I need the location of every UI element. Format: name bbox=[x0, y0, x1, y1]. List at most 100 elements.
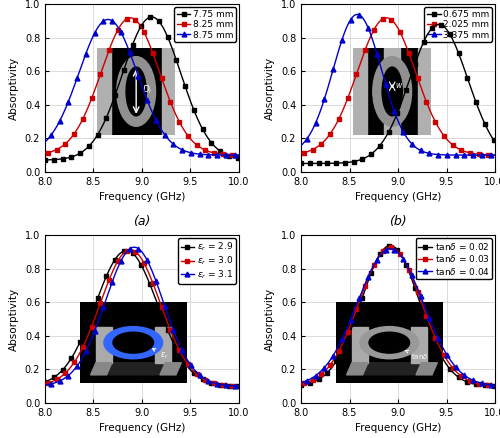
$\varepsilon_r$ = 2.9 bbox=[164, 327, 170, 332]
8.25 mm bbox=[184, 131, 190, 136]
Line: tan$\delta$ = 0.03: tan$\delta$ = 0.03 bbox=[298, 245, 498, 388]
7.75 mm bbox=[42, 157, 48, 162]
$\varepsilon_r$ = 3.1 bbox=[66, 373, 71, 378]
tan$\delta$ = 0.03 bbox=[375, 255, 381, 261]
Line: 0.675 mm: 0.675 mm bbox=[298, 22, 498, 166]
0.675 mm bbox=[440, 23, 446, 28]
2.025 mm bbox=[375, 21, 381, 26]
7.75 mm bbox=[148, 14, 154, 20]
3.375 mm bbox=[362, 18, 368, 24]
$\varepsilon_r$ = 3.1 bbox=[132, 244, 138, 250]
2.025 mm bbox=[361, 49, 367, 55]
tan$\delta$ = 0.02 bbox=[440, 356, 446, 361]
$\varepsilon_r$ = 3.0 bbox=[184, 360, 190, 365]
2.025 mm bbox=[440, 131, 446, 136]
7.75 mm bbox=[105, 111, 111, 116]
8.25 mm bbox=[182, 130, 188, 135]
tan$\delta$ = 0.02 bbox=[492, 383, 498, 389]
2.025 mm bbox=[492, 152, 498, 158]
0.675 mm bbox=[438, 22, 444, 28]
tan$\delta$ = 0.02 bbox=[361, 290, 367, 295]
8.75 mm bbox=[42, 139, 48, 145]
tan$\delta$ = 0.04 bbox=[322, 365, 328, 370]
Y-axis label: Absorptivity: Absorptivity bbox=[265, 288, 275, 351]
tan$\delta$ = 0.02 bbox=[388, 243, 394, 248]
Legend: tan$\delta$ = 0.02, tan$\delta$ = 0.03, tan$\delta$ = 0.04: tan$\delta$ = 0.02, tan$\delta$ = 0.03, … bbox=[416, 238, 492, 279]
X-axis label: Frequency (GHz): Frequency (GHz) bbox=[99, 192, 185, 202]
tan$\delta$ = 0.02 bbox=[420, 311, 426, 316]
$\varepsilon_r$ = 3.1 bbox=[184, 356, 190, 361]
Line: 8.25 mm: 8.25 mm bbox=[42, 15, 241, 157]
3.375 mm bbox=[492, 152, 498, 158]
8.25 mm bbox=[164, 92, 170, 97]
Legend: 0.675 mm, 2.025 mm, 3.375 mm: 0.675 mm, 2.025 mm, 3.375 mm bbox=[424, 7, 492, 42]
tan$\delta$ = 0.02 bbox=[298, 382, 304, 388]
0.675 mm bbox=[322, 161, 328, 166]
3.375 mm bbox=[376, 56, 382, 61]
$\varepsilon_r$ = 2.9 bbox=[182, 361, 188, 367]
Y-axis label: Absorptivity: Absorptivity bbox=[9, 57, 19, 120]
X-axis label: Frequency (GHz): Frequency (GHz) bbox=[99, 424, 185, 433]
$\varepsilon_r$ = 2.9 bbox=[105, 269, 111, 275]
8.25 mm bbox=[66, 138, 71, 144]
tan$\delta$ = 0.03 bbox=[440, 350, 446, 355]
8.75 mm bbox=[105, 17, 111, 22]
2.025 mm bbox=[384, 15, 390, 21]
0.675 mm bbox=[492, 139, 498, 145]
7.75 mm bbox=[236, 156, 242, 161]
tan$\delta$ = 0.02 bbox=[438, 354, 444, 359]
0.675 mm bbox=[420, 41, 426, 46]
$\varepsilon_r$ = 3.1 bbox=[105, 290, 111, 296]
tan$\delta$ = 0.04 bbox=[388, 246, 394, 251]
tan$\delta$ = 0.04 bbox=[375, 256, 381, 261]
$\varepsilon_r$ = 3.1 bbox=[164, 311, 170, 317]
3.375 mm bbox=[354, 12, 360, 17]
7.75 mm bbox=[182, 85, 188, 90]
0.675 mm bbox=[375, 145, 381, 151]
Text: (a): (a) bbox=[134, 215, 150, 228]
$\varepsilon_r$ = 3.0 bbox=[42, 381, 48, 386]
Y-axis label: Absorptivity: Absorptivity bbox=[9, 288, 19, 351]
$\varepsilon_r$ = 2.9 bbox=[119, 250, 125, 255]
Y-axis label: Absorptivity: Absorptivity bbox=[265, 57, 275, 120]
Line: $\varepsilon_r$ = 3.1: $\varepsilon_r$ = 3.1 bbox=[42, 245, 241, 389]
Line: $\varepsilon_r$ = 3.0: $\varepsilon_r$ = 3.0 bbox=[42, 247, 241, 389]
tan$\delta$ = 0.03 bbox=[420, 305, 426, 311]
tan$\delta$ = 0.04 bbox=[440, 344, 446, 350]
7.75 mm bbox=[66, 155, 71, 160]
Line: 8.75 mm: 8.75 mm bbox=[42, 17, 241, 158]
3.375 mm bbox=[322, 96, 328, 102]
Line: 3.375 mm: 3.375 mm bbox=[298, 12, 498, 158]
3.375 mm bbox=[440, 152, 446, 157]
tan$\delta$ = 0.02 bbox=[375, 255, 381, 261]
2.025 mm bbox=[298, 151, 304, 156]
$\varepsilon_r$ = 2.9 bbox=[236, 383, 242, 389]
$\varepsilon_r$ = 3.0 bbox=[236, 383, 242, 389]
$\varepsilon_r$ = 3.0 bbox=[66, 367, 71, 373]
$\varepsilon_r$ = 3.0 bbox=[119, 252, 125, 258]
8.25 mm bbox=[105, 49, 111, 55]
8.25 mm bbox=[42, 151, 48, 156]
tan$\delta$ = 0.02 bbox=[322, 373, 328, 378]
$\varepsilon_r$ = 2.9 bbox=[42, 379, 48, 385]
8.25 mm bbox=[128, 15, 134, 21]
Text: (b): (b) bbox=[389, 215, 407, 228]
Legend: $\varepsilon_r$ = 2.9, $\varepsilon_r$ = 3.0, $\varepsilon_r$ = 3.1: $\varepsilon_r$ = 2.9, $\varepsilon_r$ =… bbox=[178, 238, 236, 284]
8.75 mm bbox=[236, 152, 242, 158]
2.025 mm bbox=[322, 138, 328, 144]
3.375 mm bbox=[438, 152, 444, 157]
$\varepsilon_r$ = 3.0 bbox=[105, 279, 111, 285]
tan$\delta$ = 0.03 bbox=[361, 286, 367, 291]
tan$\delta$ = 0.03 bbox=[388, 244, 394, 250]
$\varepsilon_r$ = 2.9 bbox=[66, 360, 71, 365]
Line: tan$\delta$ = 0.04: tan$\delta$ = 0.04 bbox=[298, 247, 498, 388]
0.675 mm bbox=[361, 155, 367, 161]
$\varepsilon_r$ = 3.0 bbox=[182, 358, 188, 364]
tan$\delta$ = 0.04 bbox=[361, 283, 367, 288]
tan$\delta$ = 0.03 bbox=[492, 383, 498, 389]
2.025 mm bbox=[420, 92, 426, 97]
$\varepsilon_r$ = 3.0 bbox=[164, 320, 170, 325]
0.675 mm bbox=[298, 161, 304, 166]
Line: 2.025 mm: 2.025 mm bbox=[298, 15, 498, 157]
X-axis label: Frequency (GHz): Frequency (GHz) bbox=[355, 424, 441, 433]
